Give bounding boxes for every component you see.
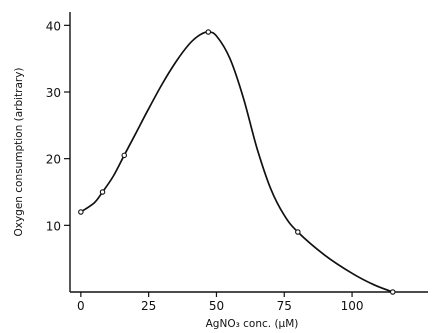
- data-point: [205, 29, 212, 35]
- x-tick-label: 100: [341, 299, 364, 313]
- y-tick-label: 30: [46, 86, 61, 100]
- data-point: [99, 189, 106, 195]
- y-tick-label: 40: [46, 19, 61, 33]
- data-point: [121, 152, 127, 159]
- data-points: [78, 29, 396, 295]
- y-tick-label: 20: [46, 153, 61, 167]
- data-point: [78, 209, 84, 215]
- x-tick-label: 0: [77, 299, 85, 313]
- x-tick-label: 75: [277, 299, 292, 313]
- data-curve: [80, 31, 394, 293]
- x-tick-label: 25: [141, 299, 156, 313]
- x-tick-label: 50: [209, 299, 224, 313]
- y-tick-label: 10: [46, 219, 61, 233]
- y-axis-label: Oxygen consumption (arbitrary): [13, 67, 25, 236]
- y-ticks: 10 20 30 40: [46, 19, 70, 233]
- x-ticks: 0 25 50 75 100: [77, 292, 364, 313]
- data-point: [295, 229, 301, 235]
- data-point: [389, 289, 396, 295]
- x-axis-label: AgNO₃ conc. (µM): [206, 318, 299, 330]
